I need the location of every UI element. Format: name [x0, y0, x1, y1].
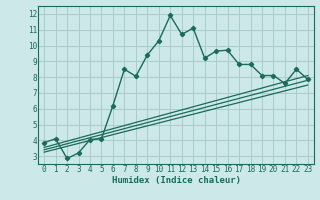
X-axis label: Humidex (Indice chaleur): Humidex (Indice chaleur) [111, 176, 241, 185]
